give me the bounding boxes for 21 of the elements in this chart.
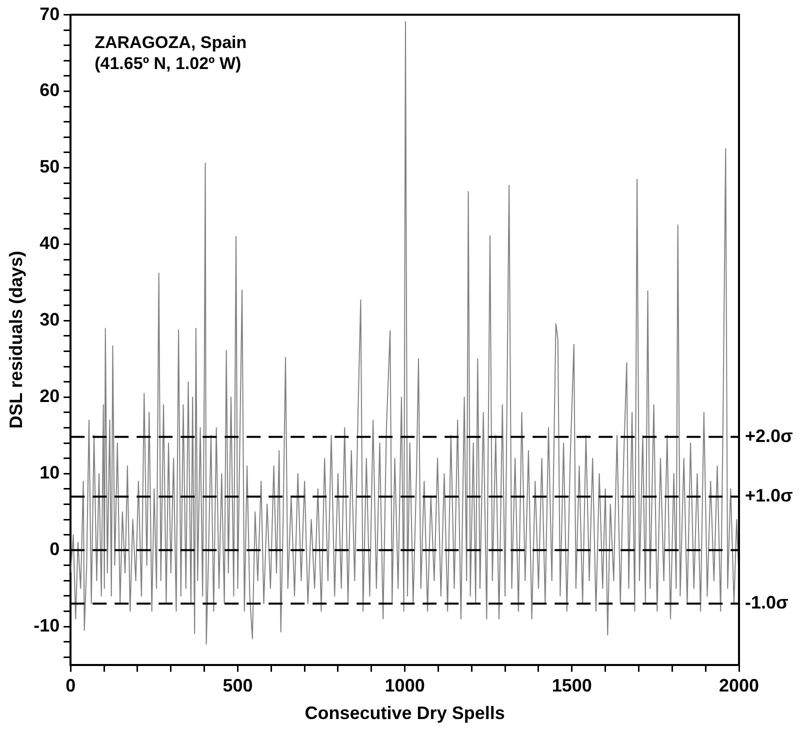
y-tick-label: 60 xyxy=(40,80,60,100)
y-tick-label: 0 xyxy=(50,539,60,560)
y-tick-label: 30 xyxy=(40,310,60,330)
x-tick-label: 500 xyxy=(222,676,253,696)
ref-line-label: -1.0σ xyxy=(745,592,788,613)
ref-line-label: +2.0σ xyxy=(745,426,793,446)
x-tick-label: 2000 xyxy=(718,676,760,696)
y-tick-label: 10 xyxy=(40,462,60,483)
annotation: (41.65º N, 1.02º W) xyxy=(94,54,242,73)
x-tick-label: 1500 xyxy=(552,676,592,696)
x-tick-label: 0 xyxy=(66,676,76,696)
x-axis-title: Consecutive Dry Spells xyxy=(304,703,505,724)
y-tick-label: -10 xyxy=(34,616,60,636)
x-tick-label: 1000 xyxy=(384,676,425,696)
annotation: ZARAGOZA, Spain xyxy=(94,32,247,52)
y-axis-title: DSL residuals (days) xyxy=(6,250,26,429)
y-tick-label: 70 xyxy=(40,4,60,24)
ref-line-label: +1.0σ xyxy=(745,486,793,506)
y-tick-label: 50 xyxy=(40,156,60,177)
y-tick-label: 20 xyxy=(40,386,60,406)
y-tick-label: 40 xyxy=(40,233,60,254)
